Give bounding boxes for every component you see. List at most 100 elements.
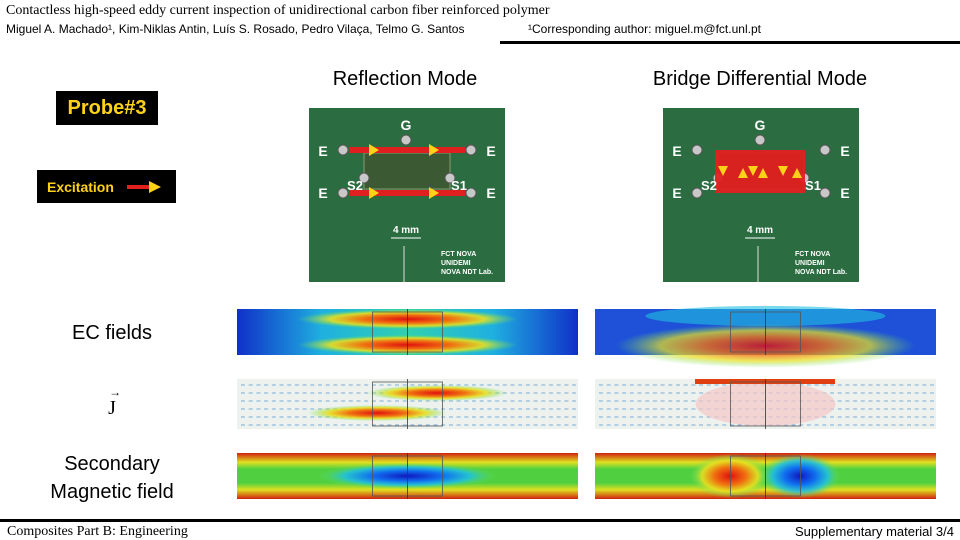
- current-arrow: [778, 166, 788, 176]
- simulation-map: [237, 379, 578, 429]
- current-arrow: [748, 166, 758, 176]
- board-label: E: [486, 143, 495, 159]
- row-label: Secondary Magnetic field: [50, 453, 174, 503]
- field-hotspot: [297, 334, 518, 355]
- pad: [465, 144, 477, 156]
- probe-label: Probe#3: [56, 91, 158, 125]
- board-label: 4 mm: [747, 225, 773, 236]
- current-arrow: [758, 168, 768, 178]
- board-label: S1: [805, 178, 821, 193]
- pad: [358, 172, 370, 184]
- board-label: UNIDEMI: [795, 260, 825, 267]
- board-label: S2: [347, 178, 363, 193]
- simulation-map: [237, 309, 578, 355]
- column-title: Bridge Differential Mode: [652, 68, 868, 90]
- board-label: G: [401, 117, 412, 133]
- authors: Miguel A. Machado¹, Kim-Niklas Antin, Lu…: [6, 22, 465, 36]
- board-label: E: [672, 185, 681, 201]
- field-bg: [237, 379, 578, 429]
- pad: [819, 144, 831, 156]
- board-label: E: [672, 143, 681, 159]
- field-bg: [595, 453, 936, 499]
- current-arrow: [738, 168, 748, 178]
- field-coldspot: [760, 454, 840, 498]
- current-arrow: [369, 144, 379, 156]
- field-glow: [645, 305, 886, 326]
- title: Contactless high-speed eddy current insp…: [6, 3, 550, 18]
- board-label: E: [318, 185, 327, 201]
- row-label: → J: [17, 385, 207, 422]
- rule: [0, 519, 960, 522]
- field-glow: [695, 382, 836, 426]
- pad: [712, 172, 724, 184]
- probe-outline: [372, 381, 443, 427]
- sensor-area: [363, 152, 451, 190]
- field-bg: [595, 379, 936, 429]
- board-label: S1: [451, 178, 467, 193]
- board-label: G: [755, 117, 766, 133]
- board-label: NOVA NDT Lab.: [795, 269, 847, 276]
- board-label: E: [318, 143, 327, 159]
- board-label: UNIDEMI: [441, 260, 471, 267]
- field-hotspot: [690, 454, 770, 498]
- simulation-map: [595, 305, 936, 368]
- field-bg: [237, 309, 578, 355]
- row-label: EC fields: [71, 322, 153, 344]
- current-arrow: [718, 166, 728, 176]
- probe-outline: [730, 311, 801, 353]
- probe-outline: [372, 455, 443, 497]
- current-arrow: [792, 168, 802, 178]
- field-coldspot: [317, 463, 498, 489]
- board-label: E: [486, 185, 495, 201]
- row-label-text: J: [108, 397, 116, 419]
- column-title: Reflection Mode: [332, 68, 478, 90]
- pad: [337, 187, 349, 199]
- pad: [444, 172, 456, 184]
- pad: [400, 134, 412, 146]
- excitation-box: Excitation: [37, 170, 176, 203]
- excitation-block: [715, 150, 805, 193]
- board-label: E: [840, 143, 849, 159]
- field-hotspot: [297, 309, 518, 330]
- page-number: Supplementary material 3/4: [795, 524, 954, 539]
- pad: [465, 187, 477, 199]
- board-label: FCT NOVA: [795, 251, 830, 258]
- field-bg: [237, 453, 578, 499]
- rule: [500, 41, 960, 44]
- simulation-map: [595, 379, 936, 429]
- board-label: NOVA NDT Lab.: [441, 269, 493, 276]
- probe-photo: G E E E E S2 S1 4 mm FCT NOVA UNIDEMI NOVA NDT Lab…: [663, 108, 859, 282]
- field-hotspot: [307, 405, 447, 421]
- board-label: FCT NOVA: [441, 251, 476, 258]
- excitation-label: Excitation: [47, 179, 114, 195]
- pad: [819, 187, 831, 199]
- sensor-area: [717, 152, 805, 190]
- probe-photo: G E E E E S2 S1 4 mm FCT NOVA UNIDEMI NOVA NDT Lab…: [309, 108, 505, 282]
- board-label: E: [840, 185, 849, 201]
- excitation-arrow: [127, 181, 161, 193]
- pad: [798, 172, 810, 184]
- simulation-map: [237, 453, 578, 499]
- pad: [691, 144, 703, 156]
- simulation-map: [595, 453, 936, 499]
- pad: [337, 144, 349, 156]
- board: [663, 108, 859, 282]
- field-glow: [615, 323, 916, 368]
- probe-outline: [730, 381, 801, 427]
- current-arrow: [429, 144, 439, 156]
- field-hotspot: [367, 385, 507, 401]
- excitation-trace: [349, 190, 465, 196]
- board-label: 4 mm: [393, 225, 419, 236]
- probe-outline: [372, 311, 443, 353]
- excitation-trace: [349, 147, 465, 153]
- board-label: S2: [701, 178, 717, 193]
- field-hotspot: [695, 379, 835, 384]
- field-bg: [595, 309, 936, 355]
- probe-outline: [730, 455, 801, 497]
- current-arrow: [369, 187, 379, 199]
- pad: [754, 134, 766, 146]
- vector-arrow: →: [109, 385, 122, 399]
- journal: Composites Part B: Engineering: [7, 524, 188, 539]
- board: [309, 108, 505, 282]
